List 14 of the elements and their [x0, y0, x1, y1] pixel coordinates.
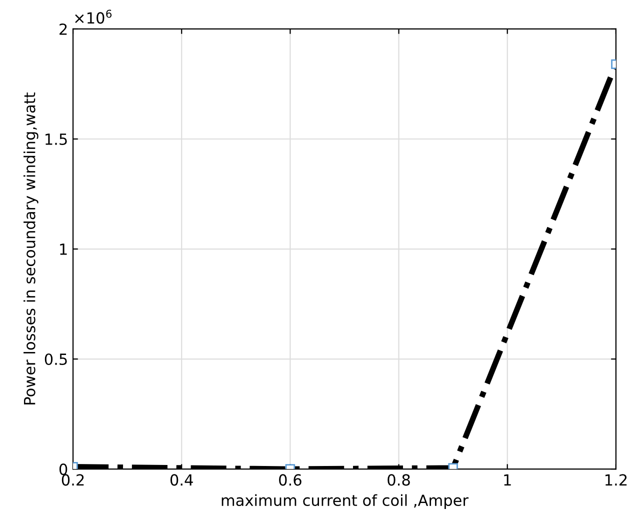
- y-tick-label: 0.5: [44, 353, 67, 366]
- y-axis-title: Power losses in secoundary winding,watt: [24, 92, 38, 404]
- x-axis-title: maximum current of coil ,Amper: [222, 494, 469, 510]
- y-tick-label: 0: [59, 463, 68, 476]
- text: ×10$^{6}$: [75, 10, 112, 24]
- x-tick-label: 0.2: [62, 474, 84, 486]
- x-tick-label: 1.2: [605, 474, 627, 486]
- x-tick-label: 0.4: [170, 474, 193, 486]
- x-tick-label: 0.6: [279, 474, 302, 486]
- y-tick-label: 1: [60, 244, 67, 255]
- y-tick-label: 1.5: [46, 134, 67, 146]
- y-tick-label: 2: [60, 23, 67, 35]
- x-tick-label: 1: [504, 474, 511, 486]
- x-tick-label: 0.8: [388, 474, 410, 486]
